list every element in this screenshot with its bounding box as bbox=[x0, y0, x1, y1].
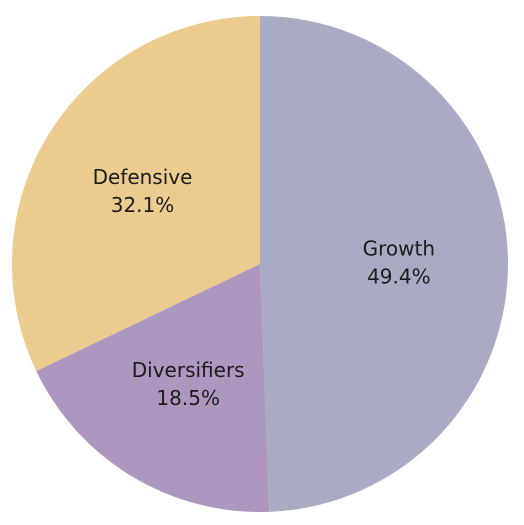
slice-value-diversifiers: 18.5% bbox=[156, 386, 220, 410]
pie-slice-diversifiers bbox=[36, 264, 270, 513]
slice-value-growth: 49.4% bbox=[367, 264, 431, 288]
pie-labels: Growth 49.4% Diversifiers 18.5% Defensive 32.… bbox=[93, 165, 435, 410]
slice-label-defensive: Defensive bbox=[93, 165, 193, 189]
pie-slice-defensive bbox=[11, 16, 260, 372]
pie-slices bbox=[11, 16, 509, 513]
slice-label-growth: Growth bbox=[363, 236, 435, 260]
pie-slice-growth bbox=[260, 16, 509, 512]
slice-label-diversifiers: Diversifiers bbox=[132, 358, 245, 382]
slice-value-defensive: 32.1% bbox=[111, 193, 175, 217]
